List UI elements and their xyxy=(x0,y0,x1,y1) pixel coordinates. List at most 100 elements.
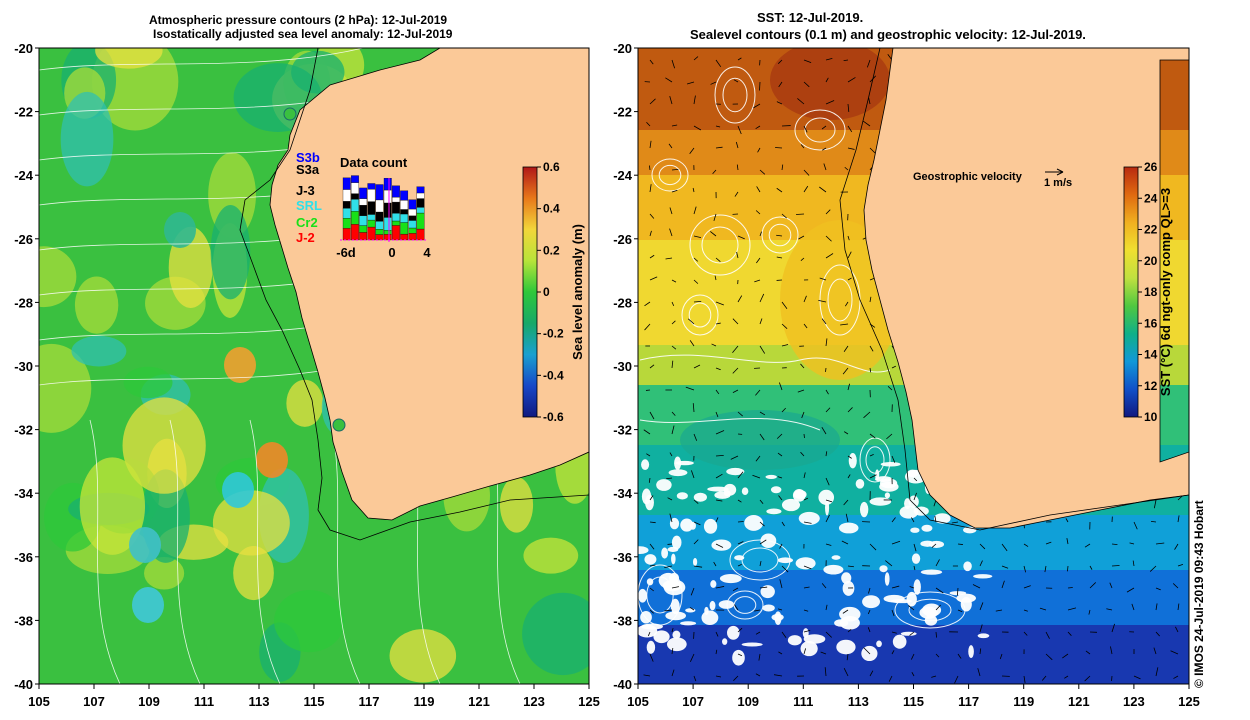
lat-tick-label: -40 xyxy=(14,677,33,692)
lon-tick-label: 123 xyxy=(1123,694,1145,709)
data-count-bar-segment xyxy=(351,211,359,225)
data-count-bar-segment xyxy=(342,177,351,190)
lat-tick-label: -28 xyxy=(14,295,33,310)
data-count-bar-segment xyxy=(416,186,425,194)
data-count-bars xyxy=(342,175,425,241)
lon-tick-label: 113 xyxy=(249,694,270,709)
lat-tick-label: -24 xyxy=(14,168,34,183)
lat-tick-label: -26 xyxy=(613,232,632,247)
data-count-bar-segment xyxy=(416,228,425,241)
data-count-bar-segment xyxy=(359,204,368,216)
colorbar-tick-label: 0.2 xyxy=(543,243,560,257)
lon-tick-label: 121 xyxy=(468,694,490,709)
data-count-bar-segment xyxy=(342,189,351,202)
lon-tick-label: 105 xyxy=(28,694,50,709)
lon-tick-label: 105 xyxy=(627,694,649,709)
colorbar-tick-label: 18 xyxy=(1144,285,1158,299)
data-count-bar-segment xyxy=(375,199,384,213)
data-count-bar-segment xyxy=(359,187,368,199)
velocity-key-scale: 1 m/s xyxy=(1044,177,1072,189)
data-count-bar-segment xyxy=(367,188,376,202)
tide-gauge-marker[interactable] xyxy=(332,418,346,432)
lon-tick-label: 117 xyxy=(359,694,380,709)
data-count-bar-segment xyxy=(392,220,400,226)
sea-level-contours xyxy=(638,66,966,629)
velocity-key-arrowhead xyxy=(1056,168,1064,176)
right-title-line1: SST: 12-Jul-2019. xyxy=(757,10,864,25)
lon-tick-label: 125 xyxy=(578,694,600,709)
imos-credit: © IMOS 24-Jul-2019 09:43 Hobart xyxy=(1192,500,1206,688)
lon-tick-label: 113 xyxy=(848,694,869,709)
mission-label: Cr2 xyxy=(296,215,318,230)
data-count-bar-segment xyxy=(351,224,359,241)
colorbar-tick-label: 20 xyxy=(1144,254,1158,268)
lon-tick-label: 107 xyxy=(83,694,105,709)
data-count-ticks: -6d 0 4 xyxy=(336,245,431,260)
lat-tick-label: -22 xyxy=(613,105,632,120)
velocity-key-label: Geostrophic velocity xyxy=(913,171,1023,183)
sea-level-colorbar xyxy=(522,166,538,418)
data-count-bar-segment xyxy=(359,225,368,233)
data-count-bar-segment xyxy=(367,201,376,215)
colorbar-tick-label: -0.6 xyxy=(543,410,564,424)
data-count-bar-segment xyxy=(351,193,359,200)
lat-tick-label: -30 xyxy=(14,359,33,374)
left-title-line2: Isostatically adjusted sea level anomaly… xyxy=(153,27,453,41)
data-count-bar-segment xyxy=(392,213,400,222)
lon-tick-label: 109 xyxy=(737,694,759,709)
sst-colorbar-ticks: 26 24 22 20 18 16 14 12 10 xyxy=(1138,160,1158,424)
data-count-bar-segment xyxy=(392,185,400,198)
data-count-bar-segment xyxy=(408,220,417,229)
data-count-bar-segment xyxy=(351,199,359,212)
data-count-bar-segment xyxy=(375,229,384,235)
lon-tick-label: 123 xyxy=(523,694,545,709)
lon-tick-label: 125 xyxy=(1178,694,1200,709)
data-count-bar-segment xyxy=(342,208,351,219)
lat-tick-label: -26 xyxy=(14,232,33,247)
mission-label: J-2 xyxy=(296,230,315,245)
lon-tick-label: 111 xyxy=(194,694,214,709)
data-count-bar-segment xyxy=(392,196,400,203)
lon-tick-label: 117 xyxy=(958,694,979,709)
data-count-bar-segment xyxy=(400,213,409,223)
colorbar-tick-label: 14 xyxy=(1144,348,1158,362)
colorbar-tick-label: 24 xyxy=(1144,191,1158,205)
data-count-bar-segment xyxy=(375,221,384,230)
lat-tick-label: -38 xyxy=(14,613,33,628)
sst-map xyxy=(638,48,1189,684)
lat-tick-label: -34 xyxy=(14,486,34,501)
data-count-bar-segment xyxy=(392,225,400,241)
lat-tick-label: -36 xyxy=(14,550,33,565)
data-count-bar-segment xyxy=(367,226,376,241)
lon-tick-label: 121 xyxy=(1068,694,1090,709)
data-count-bar-segment xyxy=(383,234,392,241)
mission-label: S3b xyxy=(296,150,320,165)
data-count-bar-segment xyxy=(408,233,417,241)
right-title-line2: Sealevel contours (0.1 m) and geostrophi… xyxy=(690,27,1086,42)
colorbar-tick-label: 26 xyxy=(1144,160,1158,174)
lon-tick-label: 109 xyxy=(138,694,160,709)
data-count-bar-segment xyxy=(367,214,376,221)
data-count-bar-segment xyxy=(383,230,392,235)
data-count-bar-segment xyxy=(367,219,376,228)
data-count-bar-segment xyxy=(408,227,417,234)
mission-label: S3a xyxy=(296,162,320,177)
data-count-bar-segment xyxy=(400,233,409,241)
data-count-bar-segment xyxy=(400,222,409,235)
data-count-bar-segment xyxy=(408,208,417,216)
data-count-bar-segment xyxy=(416,207,425,214)
data-count-bar-segment xyxy=(400,209,409,215)
data-count-bar-segment xyxy=(416,212,425,230)
shelf-edge xyxy=(839,48,1189,531)
colorbar-tick-label: 10 xyxy=(1144,410,1158,424)
colorbar-tick-label: 12 xyxy=(1144,379,1158,393)
lat-tick-label: -32 xyxy=(613,423,632,438)
colorbar-tick-label: -0.2 xyxy=(543,327,564,341)
tide-gauge-marker[interactable] xyxy=(283,107,297,121)
sea-level-colorbar-label: Sea level anomaly (m) xyxy=(570,224,585,360)
data-count-bar-segment xyxy=(367,183,376,190)
data-count-bar-segment xyxy=(375,184,384,201)
data-count-bar-segment xyxy=(375,211,384,222)
